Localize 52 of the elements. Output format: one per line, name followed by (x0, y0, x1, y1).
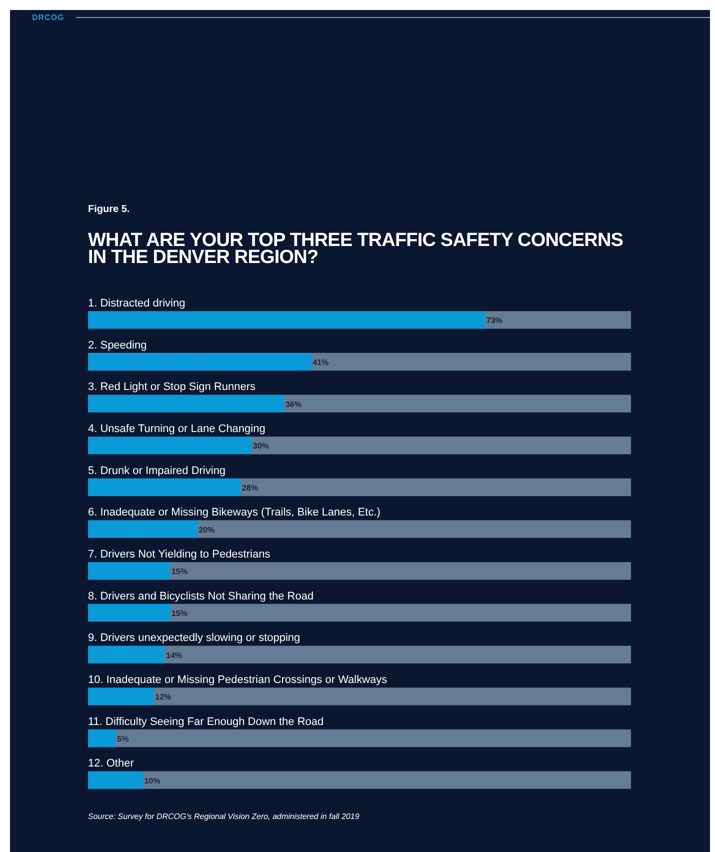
data-label: 20% (198, 525, 215, 534)
data-label: 10% (144, 776, 160, 786)
bar (88, 646, 164, 664)
text: DRCOG (32, 13, 64, 22)
y-tick-label: 11. Difficulty Seeing Far Enough Down the Road (88, 716, 324, 728)
bar (484, 311, 631, 329)
bar (114, 729, 631, 748)
y-tick-label: 3. Red Light or Stop Sign Runners (88, 381, 256, 394)
y-tick-label: 8. Drivers and Bicyclists Not Sharing the Road (88, 590, 314, 602)
bar (283, 394, 631, 412)
y-tick-label: 1. Distracted driving (88, 297, 186, 310)
y-tick-label: 9. Drivers unexpectedly slowing or stopping (88, 632, 300, 644)
data-label: 5% (117, 734, 129, 744)
bar (142, 771, 631, 789)
data-label: 41% (312, 358, 329, 367)
y-tick-label: 7. Drivers Not Yielding to Pedestrians (88, 548, 271, 560)
bar (88, 604, 170, 622)
data-label: 12% (155, 692, 172, 702)
source-note: Source: Survey for DRCOG's Regional Vision Zero, administered in fall 2019 (88, 812, 360, 821)
data-label: 15% (171, 567, 188, 576)
chart-title: WHAT ARE YOUR TOP THREE TRAFFIC SAFETY CONCERNS IN THE DENVER REGION? (88, 230, 624, 268)
bar (196, 520, 631, 538)
bar (310, 352, 631, 371)
data-label: 36% (285, 400, 302, 409)
y-tick-label: 6. Inadequate or Missing Bikeways (Trails, Bike Lanes, Etc.) (88, 506, 380, 519)
y-tick-label: 10. Inadequate or Missing Pedestrian Crossings or Walkways (88, 674, 388, 686)
bar (88, 436, 252, 454)
y-tick-label: 5. Drunk or Impaired Driving (88, 464, 226, 477)
bar (152, 688, 631, 706)
bar (88, 520, 197, 538)
y-tick-label: 2. Speeding (88, 339, 147, 352)
bar (88, 562, 170, 580)
y-tick-label: 4. Unsafe Turning or Lane Changing (88, 422, 266, 435)
bar (88, 729, 116, 748)
bar (88, 688, 154, 706)
bar (88, 771, 143, 789)
data-label: 73% (486, 316, 502, 326)
data-label: 14% (166, 650, 182, 660)
bar (88, 352, 311, 371)
bar (88, 478, 240, 496)
y-tick-label: 12. Other (88, 758, 134, 770)
data-label: 15% (171, 608, 188, 618)
bar (169, 604, 631, 622)
bar (88, 311, 485, 329)
bar (164, 646, 631, 664)
chart-subtitle: Figure 5. (88, 204, 130, 215)
data-label: 28% (242, 483, 258, 492)
bar (169, 562, 631, 580)
bar (88, 394, 284, 412)
bar (240, 478, 631, 496)
bar (250, 436, 631, 454)
data-label: 30% (252, 442, 269, 451)
